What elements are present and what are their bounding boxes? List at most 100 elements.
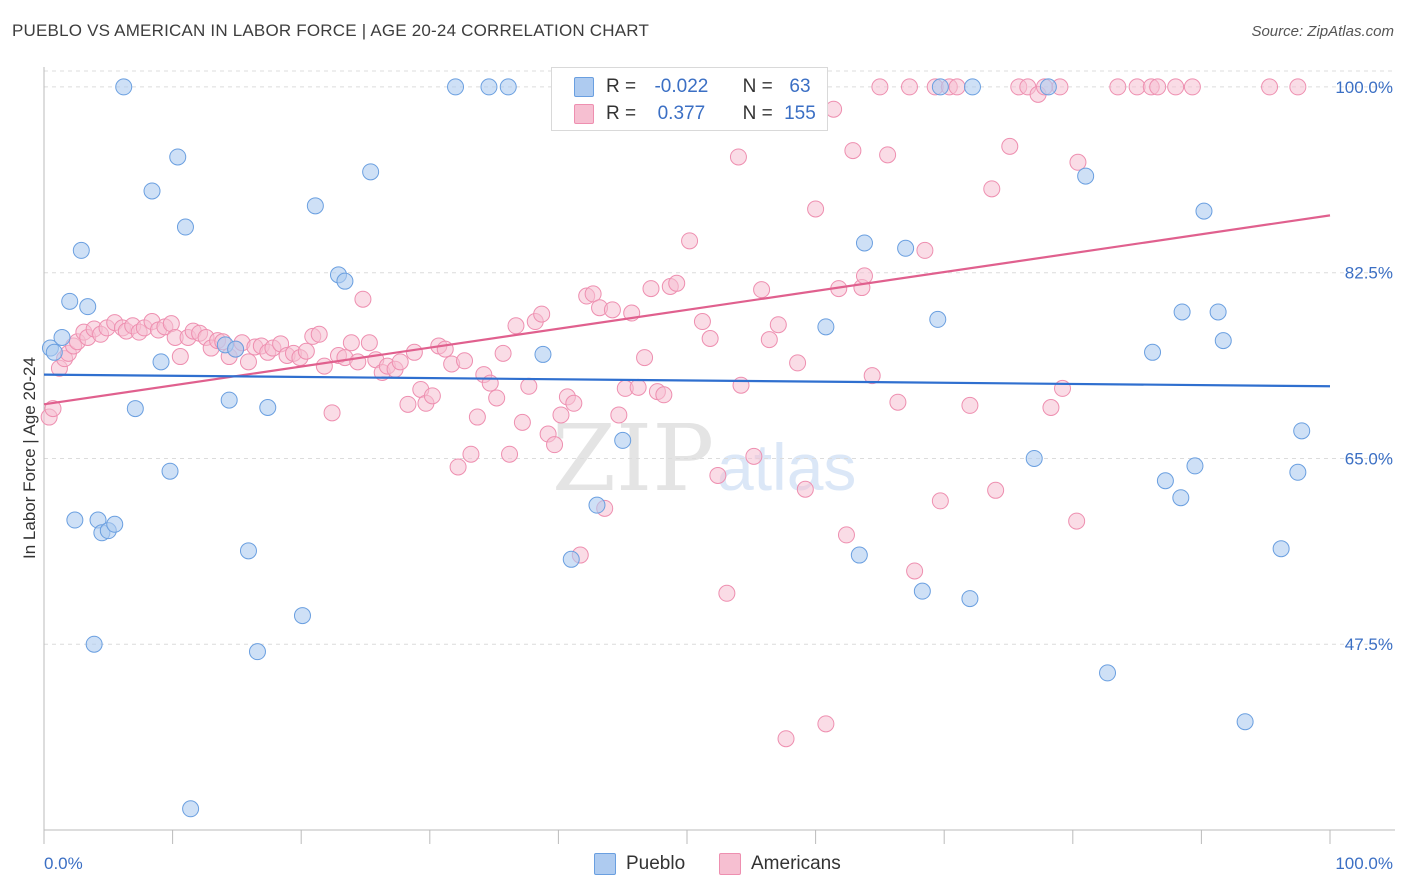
americans-point bbox=[825, 100, 843, 118]
pueblo-point bbox=[480, 78, 498, 96]
americans-point bbox=[391, 353, 409, 371]
americans-point bbox=[360, 334, 378, 352]
americans-point bbox=[456, 352, 474, 370]
pueblo-point bbox=[588, 496, 606, 514]
pueblo-point bbox=[72, 241, 90, 259]
pueblo-point bbox=[850, 546, 868, 564]
americans-point bbox=[423, 387, 441, 405]
pueblo-point bbox=[929, 310, 947, 328]
americans-point bbox=[693, 313, 711, 331]
pueblo-point bbox=[1214, 332, 1232, 350]
americans-point bbox=[642, 280, 660, 298]
pueblo-point bbox=[1209, 303, 1227, 321]
americans-point bbox=[1261, 78, 1279, 96]
americans-point bbox=[610, 406, 628, 424]
stats-legend: R = -0.022 N = 63 R = 0.377 N = 155 bbox=[551, 67, 828, 131]
pueblo-point bbox=[1186, 457, 1204, 475]
americans-point bbox=[709, 466, 727, 484]
pueblo-point bbox=[152, 353, 170, 371]
pueblo-point bbox=[1289, 463, 1307, 481]
n-label: N = bbox=[742, 76, 773, 97]
pueblo-point bbox=[53, 328, 71, 346]
r-value: 0.377 bbox=[657, 103, 706, 124]
americans-point bbox=[1001, 137, 1019, 155]
americans-point bbox=[732, 376, 750, 394]
americans-point bbox=[681, 232, 699, 250]
pueblo-point bbox=[1172, 489, 1190, 507]
pueblo-point bbox=[227, 340, 245, 358]
americans-point bbox=[900, 78, 918, 96]
r-value: -0.022 bbox=[654, 76, 709, 97]
pueblo-point bbox=[106, 515, 124, 533]
y-tick-label: 65.0% bbox=[1345, 449, 1393, 468]
pueblo-point bbox=[817, 318, 835, 336]
watermark-zip: ZIP bbox=[552, 405, 714, 512]
americans-point bbox=[655, 386, 673, 404]
pueblo-point bbox=[61, 292, 79, 310]
n-value: 155 bbox=[784, 103, 816, 124]
americans-point bbox=[1042, 399, 1060, 417]
americans-point bbox=[507, 317, 525, 335]
americans-point bbox=[718, 584, 736, 602]
americans-point bbox=[701, 330, 719, 348]
pueblo-point bbox=[1025, 449, 1043, 467]
chart-source: Source: ZipAtlas.com bbox=[1251, 23, 1394, 40]
pueblo-point bbox=[961, 590, 979, 608]
r-label: R = bbox=[606, 76, 637, 97]
americans-point bbox=[481, 374, 499, 392]
pueblo-point bbox=[1195, 202, 1213, 220]
americans-point bbox=[629, 378, 647, 396]
americans-point bbox=[488, 389, 506, 407]
x-tick-label: 100.0% bbox=[1335, 854, 1393, 873]
americans-point bbox=[983, 180, 1001, 198]
pueblo-point bbox=[126, 400, 144, 418]
americans-point bbox=[729, 148, 747, 166]
pueblo-point bbox=[1272, 540, 1290, 558]
americans-point bbox=[906, 562, 924, 580]
pueblo-swatch bbox=[574, 77, 594, 97]
r-label: R = bbox=[606, 103, 637, 124]
pueblo-point bbox=[499, 78, 517, 96]
americans-point bbox=[1289, 78, 1307, 96]
pueblo-point bbox=[248, 643, 266, 661]
pueblo-point bbox=[447, 78, 465, 96]
americans-point bbox=[789, 354, 807, 372]
watermark-atlas: atlas bbox=[717, 430, 856, 504]
pueblo-point bbox=[259, 399, 277, 417]
pueblo-legend-swatch bbox=[594, 853, 616, 875]
y-tick-label: 47.5% bbox=[1345, 635, 1393, 654]
pueblo-point bbox=[161, 462, 179, 480]
americans-trend-line bbox=[43, 214, 1331, 406]
legend-text-pueblo: R = -0.022 N = 63 bbox=[606, 76, 822, 98]
americans-point bbox=[760, 331, 778, 349]
americans-point bbox=[1149, 78, 1167, 96]
pueblo-point bbox=[79, 298, 97, 316]
americans-point bbox=[310, 325, 328, 343]
pueblo-point bbox=[1236, 713, 1254, 731]
pueblo-point bbox=[1039, 78, 1057, 96]
pueblo-trend-line bbox=[43, 373, 1331, 388]
americans-point bbox=[239, 353, 257, 371]
americans-point bbox=[468, 408, 486, 426]
americans-point bbox=[546, 436, 564, 454]
pueblo-point bbox=[143, 182, 161, 200]
legend-text-americans: R = 0.377 N = 155 bbox=[606, 103, 822, 125]
americans-point bbox=[987, 481, 1005, 499]
pueblo-point bbox=[182, 800, 200, 818]
pueblo-point bbox=[220, 391, 238, 409]
y-axis-label: In Labor Force | Age 20-24 bbox=[20, 357, 39, 559]
pueblo-point bbox=[1144, 343, 1162, 361]
americans-point bbox=[565, 394, 583, 412]
americans-point bbox=[961, 396, 979, 414]
americans-point bbox=[1069, 153, 1087, 171]
pueblo-point bbox=[306, 197, 324, 215]
americans-point bbox=[297, 342, 315, 360]
americans-point bbox=[342, 334, 360, 352]
pueblo-point bbox=[293, 607, 311, 625]
americans-point bbox=[1167, 78, 1185, 96]
pueblo-point bbox=[1173, 303, 1191, 321]
americans-point bbox=[796, 480, 814, 498]
n-value: 63 bbox=[789, 76, 811, 97]
americans-point bbox=[323, 404, 341, 422]
americans-point bbox=[855, 267, 873, 285]
